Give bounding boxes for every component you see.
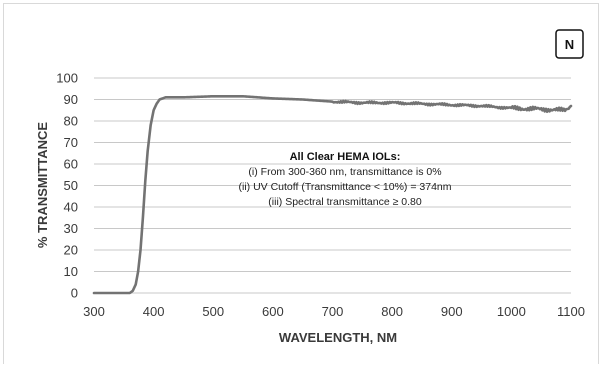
x-tick-label: 700 [322,304,344,319]
series-layer [92,94,573,295]
y-tick-label: 100 [56,71,78,86]
x-tick-label: 500 [202,304,224,319]
y-tick-label: 40 [64,200,78,215]
x-tick-label: 900 [441,304,463,319]
y-tick-label: 90 [64,92,78,107]
y-tick-label: 20 [64,243,78,258]
annotation-block: All Clear HEMA IOLs: (i) From 300-360 nm… [239,151,452,208]
panel-label-box [555,29,584,59]
x-tick-label: 600 [262,304,284,319]
annotation-line: (i) From 300-360 nm, transmittance is 0% [248,166,441,178]
y-tick-label: 0 [71,286,78,301]
annotation-heading: All Clear HEMA IOLs: [290,151,401,163]
panel-label-badge: N [555,29,584,59]
y-tick-label: 10 [64,264,78,279]
x-tick-label: 300 [83,304,105,319]
annotation-line: (iii) Spectral transmittance ≥ 0.80 [268,196,422,208]
x-tick-labels: 300 400 500 600 700 800 900 1000 1100 [83,304,585,319]
x-tick-label: 800 [381,304,403,319]
grid-layer [94,77,571,294]
y-axis-title: % TRANSMITTANCE [35,122,50,248]
series-line [92,94,573,295]
y-tick-label: 30 [64,221,78,236]
x-tick-label: 1100 [557,304,585,319]
y-tick-labels: 0 10 20 30 40 50 60 70 80 90 100 [56,71,78,301]
y-tick-label: 50 [64,178,78,193]
x-tick-label: 400 [143,304,165,319]
x-tick-label: 1000 [497,304,526,319]
x-axis-title: WAVELENGTH, NM [279,330,397,345]
panel-label: N [565,37,574,52]
y-tick-label: 60 [64,157,78,172]
y-tick-label: 70 [64,135,78,150]
chart-frame [3,3,599,364]
y-tick-label: 80 [64,114,78,129]
annotation-line: (ii) UV Cutoff (Transmittance < 10%) = 3… [239,181,452,193]
